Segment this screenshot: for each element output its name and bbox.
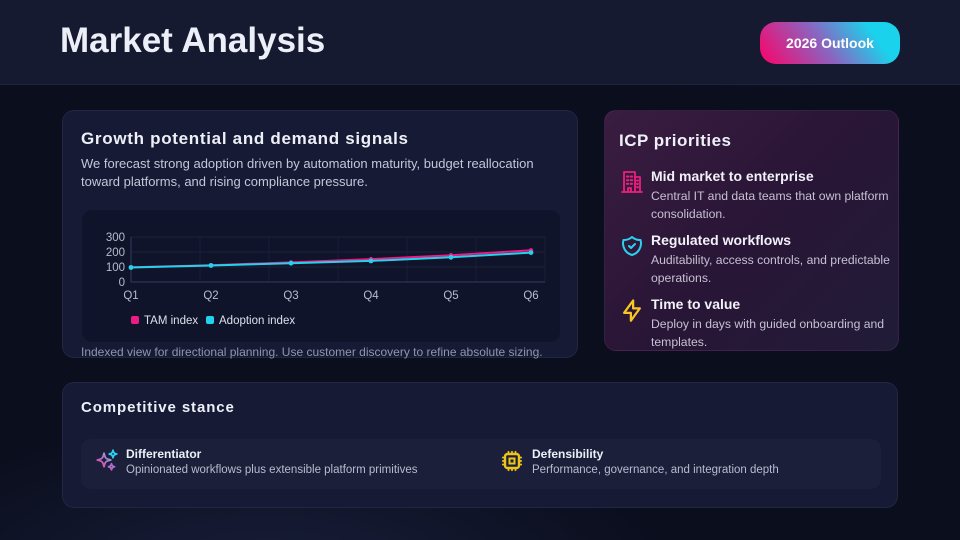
svg-text:Q3: Q3 xyxy=(283,290,298,302)
svg-text:Adoption index: Adoption index xyxy=(219,315,295,327)
svg-text:Q6: Q6 xyxy=(523,290,538,302)
svg-text:0: 0 xyxy=(119,277,125,289)
svg-text:300: 300 xyxy=(106,232,125,244)
svg-text:200: 200 xyxy=(106,247,125,259)
svg-text:100: 100 xyxy=(106,262,125,274)
svg-text:TAM index: TAM index xyxy=(144,315,198,327)
svg-text:Q5: Q5 xyxy=(443,290,458,302)
svg-text:Q4: Q4 xyxy=(363,290,379,302)
svg-text:Q2: Q2 xyxy=(203,290,218,302)
svg-text:Q1: Q1 xyxy=(123,290,138,302)
